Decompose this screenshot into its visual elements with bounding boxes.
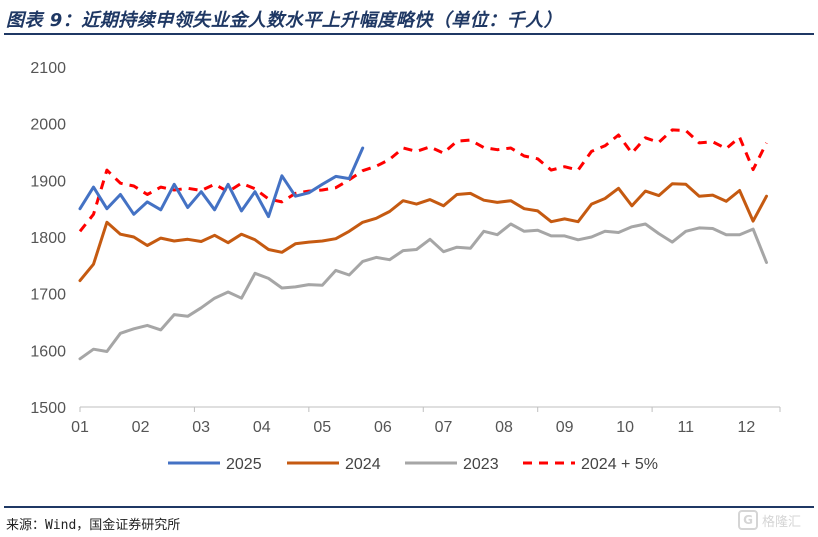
series-line-2025 bbox=[78, 146, 365, 219]
x-tick-label: 04 bbox=[253, 419, 271, 436]
watermark: G 格隆汇 bbox=[738, 507, 808, 533]
x-tick-label: 11 bbox=[677, 419, 694, 436]
x-tick-label: 07 bbox=[435, 419, 453, 436]
y-axis: 1500 1600 1700 1800 1900 2000 2100 bbox=[30, 60, 66, 417]
x-tick-label: 03 bbox=[192, 419, 210, 436]
watermark-label: 格隆汇 bbox=[762, 514, 802, 530]
x-tick-label: 10 bbox=[616, 419, 634, 436]
x-tick-label: 08 bbox=[495, 419, 513, 436]
series-line-2024 bbox=[78, 182, 768, 283]
y-tick-label: 1800 bbox=[30, 230, 66, 247]
legend-label: 2024 + 5% bbox=[581, 456, 658, 473]
x-tick-label: 12 bbox=[737, 419, 755, 436]
source-note: 来源：Wind，国金证券研究所 bbox=[6, 518, 181, 533]
legend-label: 2025 bbox=[226, 456, 262, 473]
series-group bbox=[78, 128, 768, 361]
y-tick-label: 1600 bbox=[30, 343, 66, 360]
legend: 2025 2024 2023 2024 + 5% bbox=[168, 456, 658, 473]
x-tick-label: 02 bbox=[132, 419, 150, 436]
x-tick-label: 01 bbox=[71, 419, 89, 436]
y-tick-label: 1900 bbox=[30, 173, 66, 190]
x-tick-label: 06 bbox=[374, 419, 392, 436]
logo-mark-icon: G bbox=[738, 510, 758, 530]
legend-label: 2023 bbox=[463, 456, 499, 473]
x-tick-label: 09 bbox=[556, 419, 574, 436]
series-line-2023 bbox=[78, 222, 768, 361]
legend-label: 2024 bbox=[345, 456, 381, 473]
bottom-rule bbox=[4, 506, 814, 508]
y-tick-label: 2000 bbox=[30, 117, 66, 134]
x-tick-label: 05 bbox=[313, 419, 331, 436]
chart-title: 图表 9：近期持续申领失业金人数水平上升幅度略快（单位：千人） bbox=[6, 10, 563, 31]
y-tick-label: 1500 bbox=[30, 400, 66, 417]
x-axis: 01 02 03 04 05 06 07 08 09 10 11 12 bbox=[71, 406, 781, 436]
y-tick-label: 1700 bbox=[30, 287, 66, 304]
top-rule bbox=[4, 33, 814, 35]
y-tick-label: 2100 bbox=[30, 60, 66, 77]
series-line-2024-5 bbox=[78, 128, 768, 233]
